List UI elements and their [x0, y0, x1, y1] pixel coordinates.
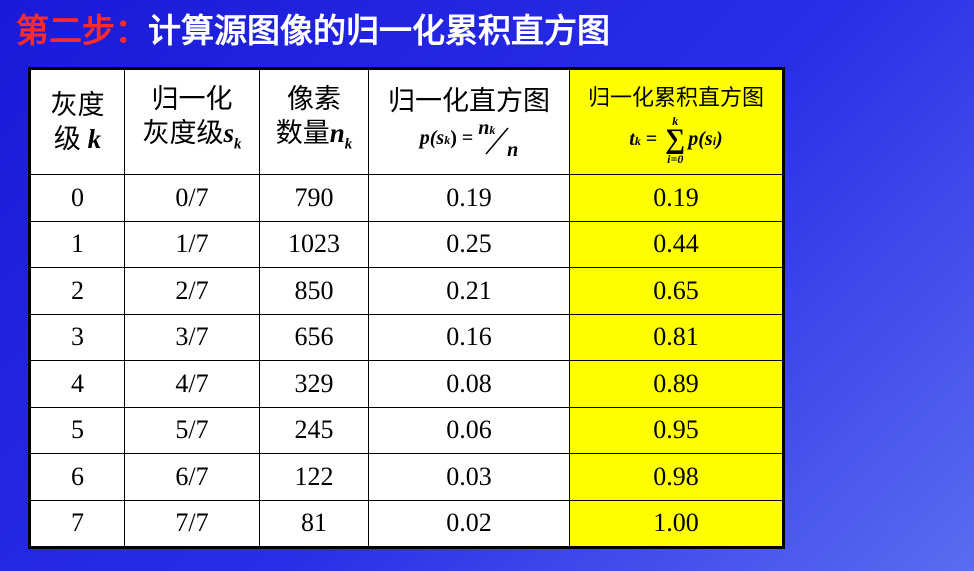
table-cell: 4 [29, 360, 125, 408]
table-cell: 0 [29, 174, 125, 222]
formula-part: t [629, 127, 635, 150]
header-text: 归一化直方图 [388, 85, 550, 116]
table-cell: 2 [29, 267, 125, 315]
formula-part: ∑ [665, 124, 686, 155]
header-cell: 像素 数量nk [259, 68, 369, 175]
slide-title: 第二步：计算源图像的归一化累积直方图 [16, 4, 610, 52]
title-step: 第二步： [16, 14, 148, 50]
header-text: 级 [53, 124, 88, 154]
table-cell: 0.02 [368, 499, 570, 548]
formula-part: ) = [450, 126, 474, 149]
formula-part: p(s [419, 126, 445, 149]
table-cell: 7 [29, 499, 125, 548]
histogram-table: 灰度级 k 归一化 灰度级sk 像素 数量nk 归一化直方图 p(sk) = nk n… [28, 67, 785, 549]
table-cell: 0.03 [368, 453, 570, 501]
table-cell: 1 [29, 220, 125, 268]
table-cell: 0.89 [569, 360, 784, 408]
table-cell: 0.25 [368, 220, 570, 268]
formula-part: i [712, 133, 717, 148]
table-cell: 656 [259, 313, 369, 361]
header-row: 灰度级 k 归一化 灰度级sk 像素 数量nk 归一化直方图 p(sk) = nk n… [29, 68, 784, 175]
table-row: 5 5/7 245 0.06 0.95 [29, 406, 784, 454]
header-text: 灰度级 [142, 118, 224, 149]
header-var: k [87, 124, 102, 154]
formula-part: k [444, 132, 451, 147]
table-cell: 1023 [259, 220, 369, 268]
table-cell: 0.16 [368, 313, 570, 361]
table-cell: 122 [259, 453, 369, 501]
header-text: 像素 [287, 84, 341, 115]
header-var: s [223, 118, 234, 149]
table-cell: 0/7 [124, 174, 260, 222]
table-body: 0 0/7 790 0.19 0.19 1 1/7 1023 0.25 0.44 2 2/7 850 0.… [29, 174, 784, 548]
table-cell: 2/7 [124, 267, 260, 315]
table-cell: 0.19 [569, 174, 784, 222]
formula-part: k [672, 114, 679, 128]
table-cell: 0.21 [368, 267, 570, 315]
table-cell: 6/7 [124, 453, 260, 501]
header-sub: k [344, 136, 353, 153]
header-text: 数量 [275, 118, 330, 149]
table-cell: 0.08 [368, 360, 570, 408]
header-var: n [329, 118, 345, 149]
table-cell: 7/7 [124, 499, 260, 548]
formula-part: k [489, 123, 496, 138]
table-cell: 5/7 [124, 406, 260, 454]
formula-part: p(s [688, 127, 713, 150]
table-row: 4 4/7 329 0.08 0.89 [29, 360, 784, 408]
formula-part: n [507, 139, 519, 162]
header-sub: k [234, 136, 242, 153]
title-text: 计算源图像的归一化累积直方图 [148, 14, 610, 50]
table-cell: 0.44 [569, 220, 784, 268]
table-row: 1 1/7 1023 0.25 0.44 [29, 220, 784, 268]
table-cell: 329 [259, 360, 369, 408]
table-cell: 0.65 [569, 267, 784, 315]
table-row: 2 2/7 850 0.21 0.65 [29, 267, 784, 315]
formula-part: n [478, 117, 490, 140]
header-text: 归一化累积直方图 [587, 85, 764, 110]
formula: p(sk) = nk n [419, 118, 519, 160]
table-cell: 6 [29, 453, 125, 501]
formula-part: ) [716, 127, 723, 150]
header-text: 归一化 [151, 84, 233, 115]
table-cell: 0.06 [368, 406, 570, 454]
header-cell: 灰度级 k [29, 68, 125, 175]
table-cell: 850 [259, 267, 369, 315]
header-cell: 归一化 灰度级sk [124, 68, 260, 175]
header-text: 灰度 [50, 90, 105, 120]
table-cell: 790 [259, 174, 369, 222]
table-cell: 4/7 [124, 360, 260, 408]
table-cell: 3 [29, 313, 125, 361]
table-cell: 81 [259, 499, 369, 548]
header-cell: 归一化直方图 p(sk) = nk n [368, 68, 570, 175]
fraction-slash [485, 127, 509, 155]
table-cell: 1/7 [124, 220, 260, 268]
formula-part: k [634, 133, 641, 148]
table-cell: 3/7 [124, 313, 260, 361]
header-cell: 归一化累积直方图 tk = k ∑ i=0 p(si) [569, 68, 784, 175]
table-row: 7 7/7 81 0.02 1.00 [29, 499, 784, 548]
table-cell: 245 [259, 406, 369, 454]
table-cell: 5 [29, 406, 125, 454]
formula-part: i=0 [667, 152, 684, 166]
formula: tk = k ∑ i=0 p(si) [629, 115, 723, 165]
table-cell: 1.00 [569, 499, 784, 548]
formula-part: = [645, 127, 658, 150]
table-cell: 0.95 [569, 406, 784, 454]
table-row: 6 6/7 122 0.03 0.98 [29, 453, 784, 501]
table-cell: 0.81 [569, 313, 784, 361]
table-row: 3 3/7 656 0.16 0.81 [29, 313, 784, 361]
table-row: 0 0/7 790 0.19 0.19 [29, 174, 784, 222]
table-cell: 0.19 [368, 174, 570, 222]
table-cell: 0.98 [569, 453, 784, 501]
